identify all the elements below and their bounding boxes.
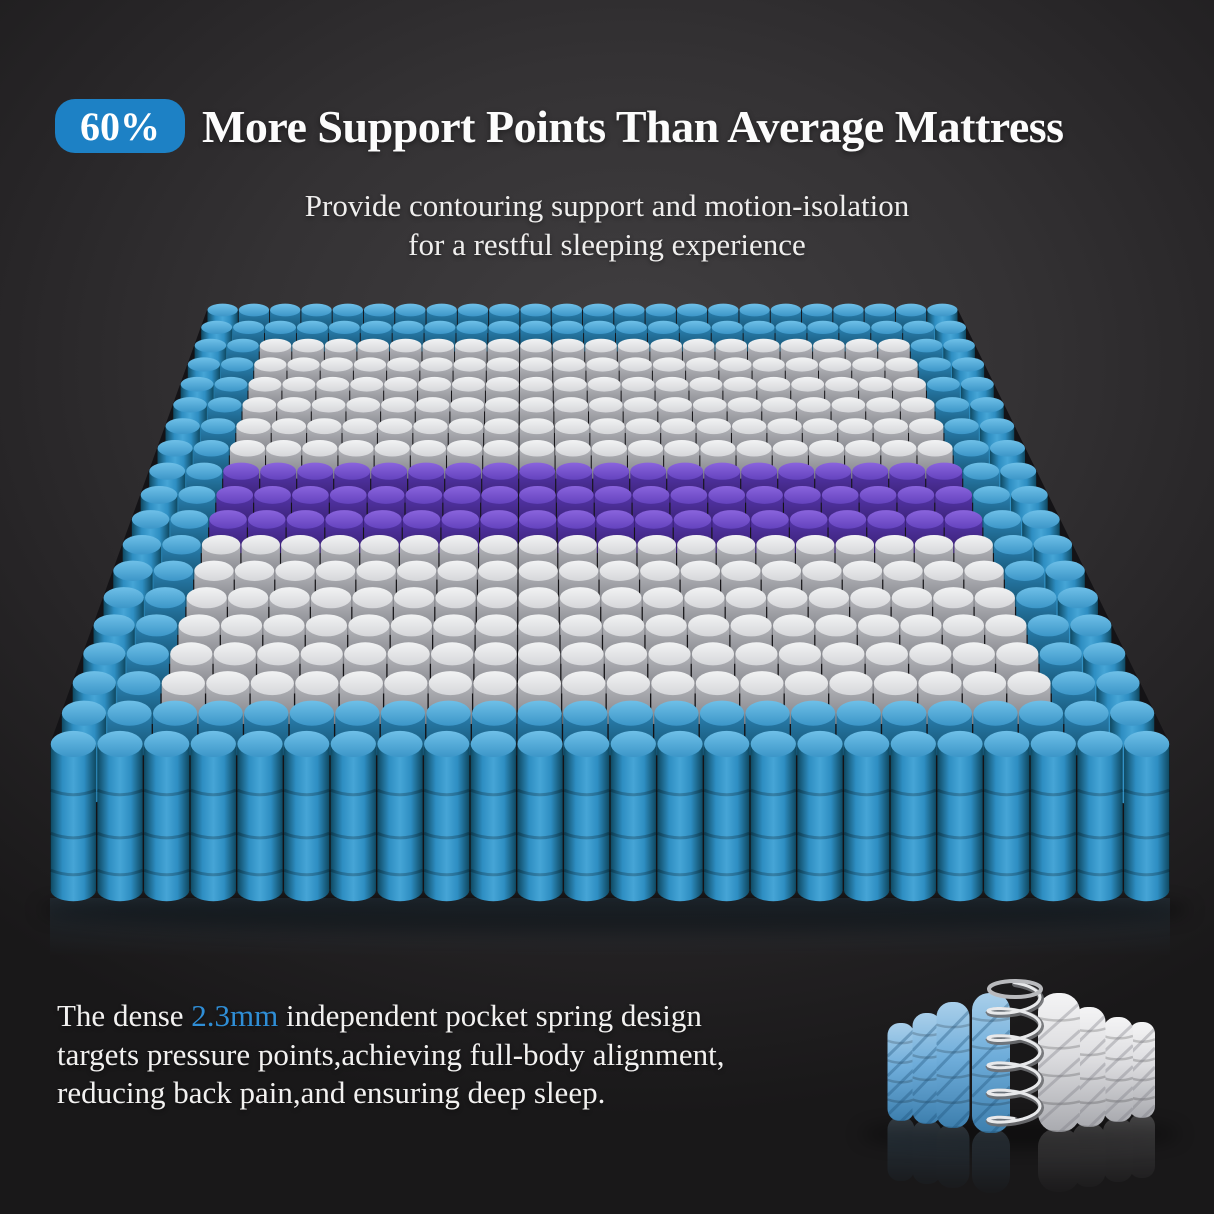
support-points-badge: 60% bbox=[55, 99, 185, 153]
subheadline: Provide contouring support and motion-is… bbox=[0, 186, 1214, 264]
description-line1-post: independent pocket spring design bbox=[278, 998, 702, 1033]
page-title: More Support Points Than Average Mattres… bbox=[202, 100, 1064, 152]
description-line1-pre: The dense bbox=[57, 998, 192, 1033]
subheadline-line-1: Provide contouring support and motion-is… bbox=[304, 188, 910, 223]
description-text: The dense 2.3mm independent pocket sprin… bbox=[57, 997, 725, 1113]
pocket-spring-closeup-illustration bbox=[860, 979, 1180, 1193]
headline-row: 60% More Support Points Than Average Mat… bbox=[55, 99, 1184, 153]
spring-gauge-highlight: 2.3mm bbox=[191, 998, 279, 1033]
description-line3: reducing back pain,and ensuring deep sle… bbox=[57, 1075, 606, 1110]
subheadline-line-2: for a restful sleeping experience bbox=[408, 227, 806, 262]
pocket-spring-grid bbox=[40, 303, 1190, 956]
badge-text: 60% bbox=[80, 103, 160, 149]
description-line2: targets pressure points,achieving full-b… bbox=[57, 1036, 725, 1072]
